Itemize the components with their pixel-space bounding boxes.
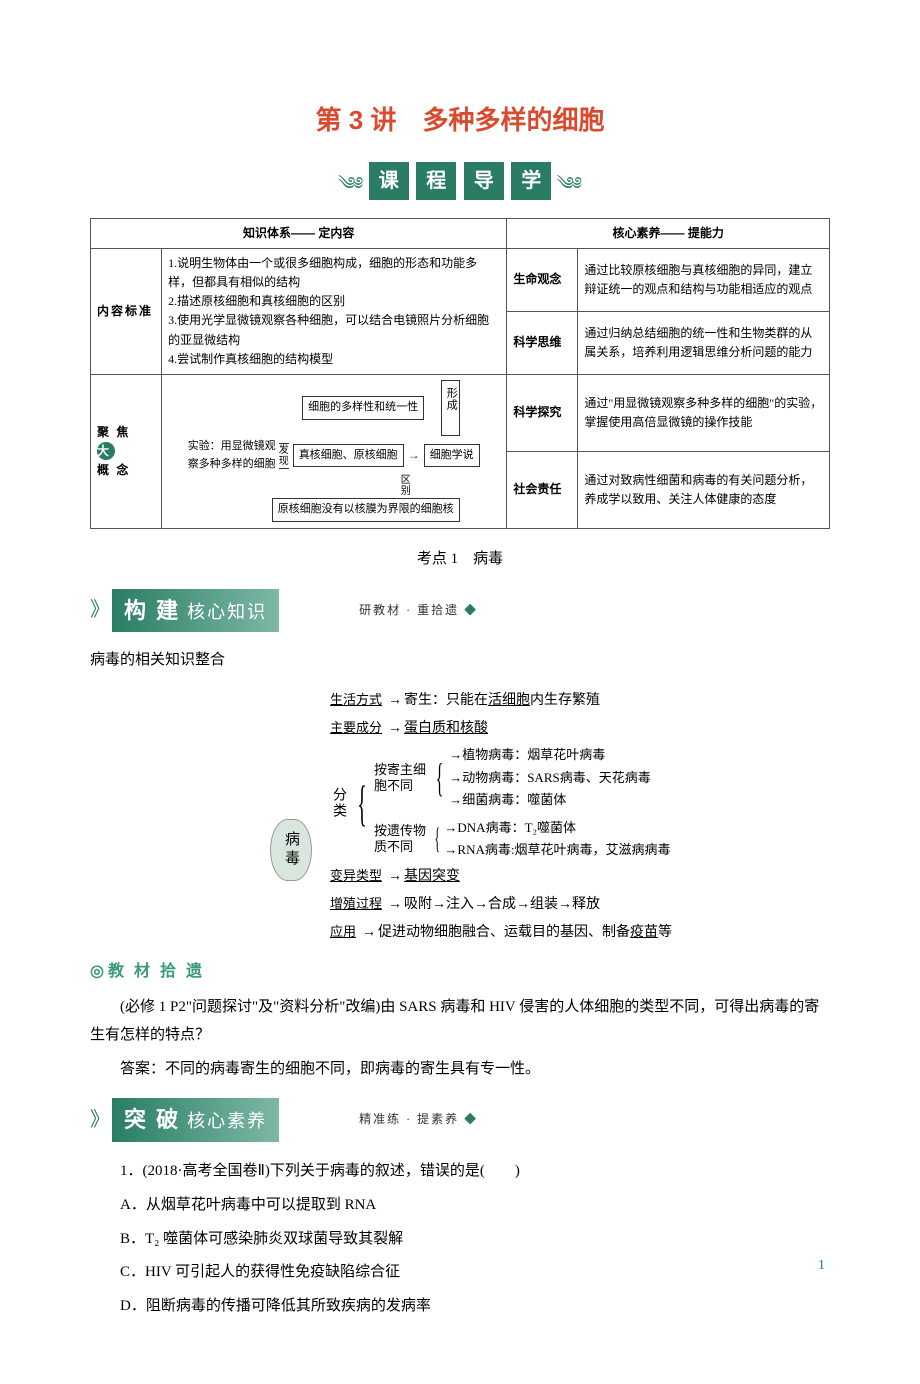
tree-u: 活细胞 — [488, 693, 530, 708]
line: RNA病毒:烟草花叶病毒，艾滋病病毒 — [457, 842, 670, 857]
bracket-icon: { — [436, 762, 444, 794]
question-text: (必修 1 P2"问题探讨"及"资料分析"改编)由 SARS 病毒和 HIV 侵… — [90, 993, 830, 1050]
q1-opt-b: B．T₂ 噬菌体可感染肺炎双球菌导致其裂解 — [90, 1224, 830, 1256]
tree-u: 疫苗 — [630, 925, 658, 940]
ribbon-sub: 研教材 · 重拾遗 — [359, 601, 478, 620]
tree-tail: 等 — [658, 925, 672, 940]
q1-opt-a: A．从烟草花叶病毒中可以提取到 RNA — [90, 1190, 830, 1222]
tree-label: 增殖过程 — [330, 896, 386, 911]
label-shehuizeren: 社会责任 — [507, 451, 578, 528]
text-kexuetanjiu: 通过"用显微镜观察多种多样的细胞"的实验，掌握使用高倍显微镜的操作技能 — [578, 374, 830, 451]
chain-3: 组装 — [530, 897, 558, 912]
ribbon-main: 构 建 核心知识 — [112, 589, 279, 632]
page-number: 1 — [818, 1255, 825, 1277]
row-label-jujiao: 聚 焦大概 念 — [91, 374, 162, 528]
line: DNA病毒：T₂噬菌体 — [457, 820, 576, 835]
diagram-right-side: 形成 — [441, 380, 460, 436]
tree-u: 基因突变 — [404, 869, 460, 884]
chain-2: 合成 — [488, 897, 516, 912]
label-kexuetanjiu: 科学探究 — [507, 374, 578, 451]
ribbon-main: 突 破 核心素养 — [112, 1098, 279, 1141]
tree-tail: 内生存繁殖 — [530, 693, 600, 708]
diagram-right-box: 细胞学说 — [424, 444, 480, 468]
ribbon-tupo: 》 突 破 核心素养 精准练 · 提素养 — [90, 1098, 830, 1141]
text-kexuesiwei: 通过归纳总结细胞的统一性和生物类群的从属关系，培养利用逻辑思维分析问题的能力 — [578, 311, 830, 374]
line: 植物病毒：烟草花叶病毒 — [462, 747, 605, 762]
group-label: 分类 — [330, 787, 350, 819]
table-header-right: 核心素养—— 提能力 — [507, 218, 830, 248]
ribbon-goujian: 》 构 建 核心知识 研教材 · 重拾遗 — [90, 589, 830, 632]
q1-stem: 1．(2018·高考全国卷Ⅱ)下列关于病毒的叙述，错误的是( ) — [90, 1157, 830, 1186]
ornament-left: ༄༅ — [338, 173, 363, 193]
chain-0: 吸附 — [404, 897, 432, 912]
content-table: 知识体系—— 定内容 核心素养—— 提能力 内容标准 1.说明生物体由一个或很多… — [90, 218, 830, 529]
line: 动物病毒：SARS病毒、天花病毒 — [462, 770, 651, 785]
header-box-2: 程 — [416, 162, 456, 200]
diagram-bottom-box: 原核细胞没有以核膜为界限的细胞核 — [272, 498, 460, 522]
header-box-1: 课 — [369, 162, 409, 200]
tree-text: 寄生：只能在 — [404, 693, 488, 708]
bracket-icon: { — [357, 783, 367, 823]
teach-label: 教 材 拾 遗 — [90, 959, 830, 985]
sep-label: 区别 — [401, 475, 411, 497]
chevron-icon: 》 — [90, 594, 110, 626]
sub-label: 按寄主细胞不同 — [374, 762, 430, 793]
table-header-left: 知识体系—— 定内容 — [91, 218, 507, 248]
label-kexuesiwi: 科学思维 — [507, 311, 578, 374]
lesson-title: 第 3 讲 多种多样的细胞 — [90, 100, 830, 142]
concept-diagram: 细胞的多样性和统一性 形成 实验：用显微镜观察多种多样的细胞 发现 真核细胞、原… — [162, 374, 507, 528]
bracket-icon: { — [434, 827, 440, 851]
tree-text: 促进动物细胞融合、运载目的基因、制备 — [378, 925, 630, 940]
sub-label: 按遗传物质不同 — [374, 823, 430, 854]
virus-tree-diagram: 病毒 生活方式→寄生：只能在活细胞内生存繁殖 主要成分→蛋白质和核酸 分类 { … — [180, 689, 740, 944]
chevron-icon: 》 — [90, 1104, 110, 1136]
virus-node: 病毒 — [270, 819, 312, 881]
diagram-left-text: 实验：用显微镜观察多种多样的细胞 — [188, 438, 276, 473]
label-shengming: 生命观念 — [507, 248, 578, 311]
tree-label: 生活方式 — [330, 692, 386, 707]
header-box-4: 学 — [511, 162, 551, 200]
ornament-right: ༄༅ — [557, 173, 582, 193]
line: 细菌病毒：噬菌体 — [462, 792, 566, 807]
tree-u: 蛋白质和核酸 — [404, 721, 488, 736]
chain-1: 注入 — [446, 897, 474, 912]
diagram-mid-box: 真核细胞、原核细胞 — [293, 444, 404, 468]
kaodian-title: 考点 1 病毒 — [90, 547, 830, 571]
arrow-icon: → — [408, 446, 420, 465]
tree-label: 应用 — [330, 924, 360, 939]
q1-opt-c: C．HIV 可引起人的获得性免疫缺陷综合征 — [90, 1257, 830, 1289]
conn1: 发现 — [279, 443, 289, 469]
text-shengming: 通过比较原核细胞与真核细胞的异同，建立辩证统一的观点和结构与功能相适应的观点 — [578, 248, 830, 311]
q1-opt-d: D．阻断病毒的传播可降低其所致疾病的发病率 — [90, 1291, 830, 1323]
diagram-top-box: 细胞的多样性和统一性 — [302, 396, 424, 420]
body-text-1: 病毒的相关知识整合 — [90, 647, 830, 674]
row-label-neirong: 内容标准 — [91, 248, 162, 374]
chain-4: 释放 — [572, 897, 600, 912]
header-box-3: 导 — [464, 162, 504, 200]
tree-label: 主要成分 — [330, 720, 386, 735]
text-shehuizeren: 通过对致病性细菌和病毒的有关问题分析，养成学以致用、关注人体健康的态度 — [578, 451, 830, 528]
tree-label: 变异类型 — [330, 868, 386, 883]
section-header: ༄༅ 课 程 导 学 ༄༅ — [90, 162, 830, 200]
answer-text: 答案：不同的病毒寄生的细胞不同，即病毒的寄生具有专一性。 — [90, 1055, 830, 1084]
ribbon-sub: 精准练 · 提素养 — [359, 1110, 478, 1129]
content-standard-text: 1.说明生物体由一个或很多细胞构成，细胞的形态和功能多样，但都具有相似的结构 2… — [162, 248, 507, 374]
